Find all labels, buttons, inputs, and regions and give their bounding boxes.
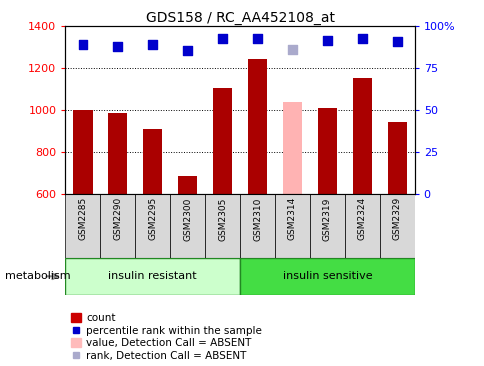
Text: insulin sensitive: insulin sensitive [282, 271, 371, 281]
Bar [240, 194, 274, 258]
Bar [108, 113, 127, 194]
Bar [100, 194, 135, 258]
Text: GSM2285: GSM2285 [78, 197, 87, 240]
Bar [317, 108, 336, 194]
Legend: count, percentile rank within the sample, value, Detection Call = ABSENT, rank, : count, percentile rank within the sample… [71, 313, 262, 361]
Title: GDS158 / RC_AA452108_at: GDS158 / RC_AA452108_at [145, 11, 334, 25]
Bar [282, 102, 302, 194]
Bar [178, 176, 197, 194]
Bar [344, 194, 379, 258]
Bar [274, 194, 309, 258]
Text: GSM2314: GSM2314 [287, 197, 296, 240]
Text: GSM2295: GSM2295 [148, 197, 157, 240]
Text: GSM2324: GSM2324 [357, 197, 366, 240]
Point [358, 35, 365, 41]
Point [288, 46, 296, 52]
Text: metabolism: metabolism [5, 271, 70, 281]
Bar [65, 194, 100, 258]
Point [218, 35, 226, 41]
Bar [379, 194, 414, 258]
Bar [65, 258, 240, 295]
Text: GSM2319: GSM2319 [322, 197, 331, 240]
Point [79, 41, 87, 47]
Text: insulin resistant: insulin resistant [108, 271, 197, 281]
Bar [247, 59, 267, 194]
Text: GSM2290: GSM2290 [113, 197, 122, 240]
Bar [205, 194, 240, 258]
Bar [135, 194, 170, 258]
Bar [212, 88, 232, 194]
Bar [240, 258, 414, 295]
Point [393, 39, 400, 45]
Bar [387, 122, 406, 194]
Text: GSM2329: GSM2329 [392, 197, 401, 240]
Bar [73, 110, 92, 194]
Point [114, 44, 121, 49]
Point [149, 41, 156, 47]
Bar [170, 194, 205, 258]
Bar [143, 129, 162, 194]
Text: GSM2305: GSM2305 [218, 197, 227, 240]
Point [183, 48, 191, 54]
Bar [309, 194, 344, 258]
Point [323, 38, 331, 44]
Text: GSM2310: GSM2310 [253, 197, 261, 240]
Text: GSM2300: GSM2300 [183, 197, 192, 240]
Point [253, 35, 261, 41]
Bar [352, 78, 371, 194]
